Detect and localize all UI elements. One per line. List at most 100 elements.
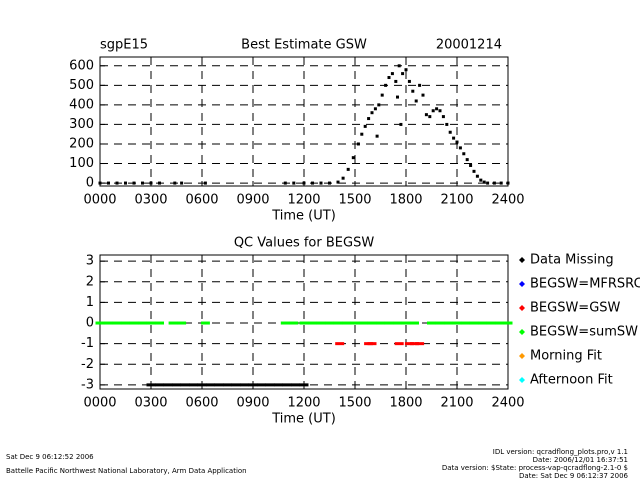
x-tick-label: 1500 <box>338 396 371 411</box>
data-point <box>404 68 408 72</box>
y-tick-label: 3 <box>86 254 94 269</box>
data-point <box>141 181 144 185</box>
data-point <box>394 342 404 346</box>
data-point <box>441 115 445 119</box>
y-tick-label: 400 <box>69 97 94 112</box>
footer-right-0: IDL version: qcradflong_plots.pro,v 1.1 <box>493 448 628 456</box>
data-point <box>342 321 351 325</box>
data-point <box>316 321 326 325</box>
data-point <box>475 174 479 178</box>
data-point <box>359 321 368 325</box>
data-point <box>336 180 340 184</box>
data-point <box>308 321 317 325</box>
data-point <box>172 383 181 387</box>
data-point <box>328 181 331 185</box>
x-tick-label: 0900 <box>236 396 269 411</box>
data-point <box>495 321 504 325</box>
data-point <box>461 321 470 325</box>
data-point <box>427 321 436 325</box>
data-point <box>189 383 198 387</box>
x-tick-label: 1800 <box>389 193 422 208</box>
data-point <box>492 181 496 185</box>
data-point <box>240 383 249 387</box>
chart-title: QC Values for BEGSW <box>234 236 375 251</box>
data-point <box>197 383 207 387</box>
footer-right-2: Data version: $State: process-vap-qcradf… <box>442 464 628 472</box>
x-tick-label: 1200 <box>287 193 320 208</box>
data-point <box>168 321 178 325</box>
data-point <box>180 181 184 185</box>
data-point <box>479 178 483 182</box>
legend-marker <box>519 329 525 335</box>
data-point <box>431 109 435 113</box>
data-point <box>173 181 177 185</box>
data-point <box>121 321 130 325</box>
data-point <box>200 321 210 325</box>
data-point <box>138 321 147 325</box>
data-point <box>104 321 113 325</box>
y-tick-label: 1 <box>86 295 94 310</box>
footer-left-0: Sat Dec 9 06:12:52 2006 <box>6 453 94 461</box>
x-tick-label: 2400 <box>491 396 524 411</box>
legend-marker <box>519 353 525 359</box>
data-point <box>397 64 401 68</box>
data-point <box>341 176 345 180</box>
x-tick-label: 1800 <box>389 396 422 411</box>
data-point <box>206 383 215 387</box>
y-tick-label: 200 <box>69 136 94 151</box>
data-point <box>146 321 156 325</box>
data-point <box>180 383 190 387</box>
data-point <box>448 130 452 134</box>
data-point <box>98 181 102 185</box>
data-point <box>435 321 445 325</box>
data-point <box>452 321 462 325</box>
x-tick-label: 0300 <box>134 193 167 208</box>
data-point <box>407 79 411 83</box>
data-point <box>265 383 275 387</box>
data-point <box>274 383 283 387</box>
data-point <box>384 83 388 87</box>
x-tick-label: 2400 <box>491 193 524 208</box>
y-tick-label: 0 <box>86 316 94 331</box>
data-point <box>283 181 287 185</box>
data-point <box>376 321 385 325</box>
legend-marker <box>519 281 525 287</box>
data-point <box>469 163 473 167</box>
data-point <box>394 79 398 83</box>
x-tick-label: 0000 <box>83 396 116 411</box>
legend-marker <box>519 377 525 383</box>
x-tick-label: 1200 <box>287 396 320 411</box>
data-point <box>155 383 164 387</box>
data-point <box>373 107 377 111</box>
footer-left-1: Battelle Pacific Northwest National Labo… <box>6 467 247 475</box>
data-point <box>438 109 442 113</box>
data-point <box>350 321 360 325</box>
data-point <box>390 72 394 76</box>
data-point <box>280 321 290 325</box>
data-point <box>163 383 173 387</box>
data-point <box>223 383 232 387</box>
y-tick-label: 300 <box>69 117 94 132</box>
data-point <box>418 83 422 87</box>
data-point <box>292 181 296 185</box>
data-point <box>482 180 486 184</box>
legend-label: BEGSW=sumSW <box>530 325 638 340</box>
data-point <box>335 342 345 346</box>
data-point <box>401 72 405 76</box>
y-tick-label: -1 <box>81 336 94 351</box>
data-point <box>380 93 384 97</box>
data-point <box>231 383 241 387</box>
data-point <box>367 117 371 121</box>
data-point <box>478 321 487 325</box>
footer-right-1: Date: 2006/12/01 16:37:51 <box>533 456 628 464</box>
chart-title: Best Estimate GSW <box>241 38 367 53</box>
x-tick-label: 0000 <box>83 193 116 208</box>
data-point <box>377 103 381 107</box>
data-point <box>415 342 425 346</box>
x-tick-label: 1500 <box>338 193 371 208</box>
data-point <box>319 181 323 185</box>
data-point <box>472 169 476 173</box>
data-point <box>367 321 377 325</box>
x-tick-label: 0900 <box>236 193 269 208</box>
